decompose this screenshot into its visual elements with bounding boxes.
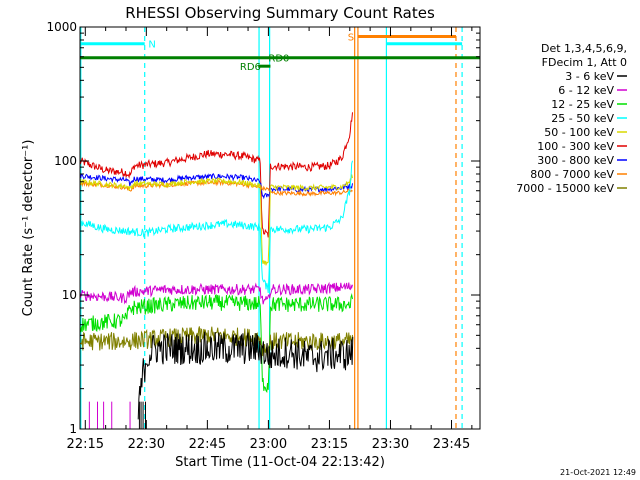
chart-title: RHESSI Observing Summary Count Rates bbox=[125, 4, 435, 22]
plot-area: N S RD0 RD6 bbox=[80, 27, 480, 429]
timestamp: 21-Oct-2021 12:49 bbox=[560, 468, 636, 477]
flag-bars: N S RD0 RD6 bbox=[80, 32, 480, 73]
series-line bbox=[80, 173, 353, 200]
y-tick-label: 1000 bbox=[46, 20, 77, 34]
y-axis-ticks: 1 10 100 1000 bbox=[46, 20, 480, 436]
x-tick-label: 23:00 bbox=[250, 437, 287, 452]
legend-header: Det 1,3,4,5,6,9, bbox=[541, 42, 627, 55]
plot-frame bbox=[79, 26, 481, 430]
series-group bbox=[80, 112, 354, 429]
x-tick-label: 22:45 bbox=[189, 437, 226, 452]
legend-entry-label: 25 - 50 keV bbox=[551, 112, 614, 125]
legend-entry-label: 100 - 300 keV bbox=[537, 140, 614, 153]
flag-label: RD6 bbox=[240, 62, 261, 73]
x-tick-label: 22:15 bbox=[67, 437, 104, 452]
legend-entry-label: 7000 - 15000 keV bbox=[516, 182, 614, 195]
x-axis-label: Start Time (11-Oct-04 22:13:42) bbox=[175, 455, 385, 470]
legend-entry-label: 6 - 12 keV bbox=[558, 84, 614, 97]
series-line bbox=[80, 326, 353, 358]
y-axis-label: Count Rate (s⁻¹ detector⁻¹) bbox=[21, 140, 36, 317]
series-line bbox=[80, 293, 353, 393]
y-tick-label: 1 bbox=[69, 422, 77, 436]
y-tick-label: 100 bbox=[54, 154, 77, 168]
x-tick-label: 22:30 bbox=[128, 437, 165, 452]
legend-entry-label: 800 - 7000 keV bbox=[530, 168, 614, 181]
flag-label: RD0 bbox=[268, 54, 289, 65]
flag-label: N bbox=[148, 40, 155, 51]
legend: Det 1,3,4,5,6,9,FDecim 1, Att 03 - 6 keV… bbox=[516, 42, 627, 195]
legend-header: FDecim 1, Att 0 bbox=[542, 56, 627, 69]
legend-entry-label: 12 - 25 keV bbox=[551, 98, 614, 111]
legend-entry-label: 50 - 100 keV bbox=[544, 126, 614, 139]
series-line bbox=[80, 174, 353, 266]
x-tick-label: 23:15 bbox=[311, 437, 348, 452]
series-line bbox=[80, 281, 353, 305]
flag-label: S bbox=[348, 32, 354, 43]
legend-entry-label: 3 - 6 keV bbox=[565, 70, 614, 83]
x-axis-ticks: 22:15 22:30 22:45 23:00 23:15 23:30 23:45 bbox=[67, 27, 473, 452]
x-tick-label: 23:30 bbox=[372, 437, 409, 452]
vertical-markers bbox=[80, 27, 463, 429]
y-tick-label: 10 bbox=[62, 288, 77, 302]
series-line bbox=[80, 160, 353, 294]
x-tick-label: 23:45 bbox=[433, 437, 470, 452]
legend-entry-label: 300 - 800 keV bbox=[537, 154, 614, 167]
series-line bbox=[80, 112, 353, 238]
series-line bbox=[137, 331, 354, 420]
